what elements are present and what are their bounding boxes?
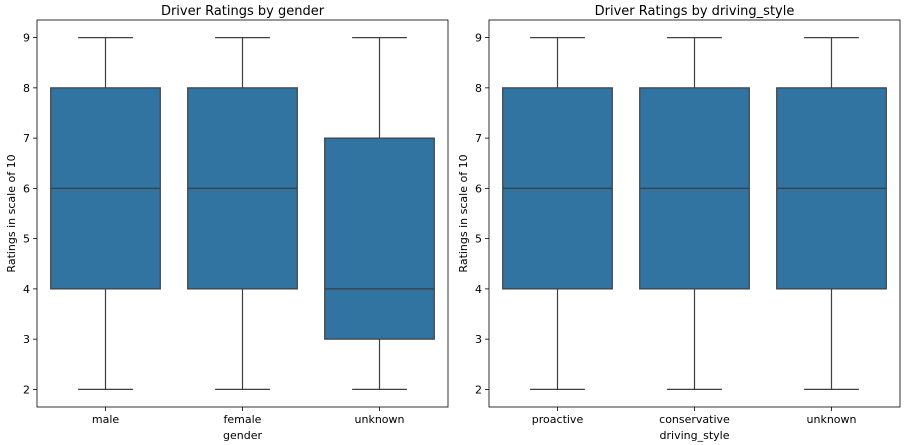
y-tick-label: 7 [475, 132, 482, 145]
x-tick-label: male [92, 413, 120, 426]
chart-panel-driving-style: Driver Ratings by driving_style 2 3 4 5 6 7 8 9 p… [457, 4, 901, 442]
y-tick-label: 7 [23, 132, 30, 145]
x-tick-label: unknown [355, 413, 405, 426]
y-tick-label: 5 [475, 233, 482, 246]
y-tick-label: 3 [475, 333, 482, 346]
iqr-box [324, 137, 435, 340]
box-conservative [639, 36, 750, 391]
x-tick-label: proactive [532, 413, 584, 426]
box-proactive [502, 36, 613, 391]
x-tick-label: unknown [807, 413, 857, 426]
y-axis-label: Ratings in scale of 10 [5, 154, 18, 272]
y-tick-label: 2 [23, 383, 30, 396]
plot-frame [488, 19, 901, 408]
chart-panel-gender: Driver Ratings by gender 2 3 4 5 6 7 8 9 male fema… [5, 4, 449, 442]
y-tick-label: 8 [475, 82, 482, 95]
y-tick-label: 4 [475, 283, 482, 296]
y-tick-label: 6 [23, 182, 30, 195]
x-axis-label: gender [223, 429, 262, 442]
y-tick-label: 5 [23, 233, 30, 246]
x-tick-label: female [224, 413, 262, 426]
y-tick-label: 3 [23, 333, 30, 346]
y-tick-label: 4 [23, 283, 30, 296]
chart-title: Driver Ratings by gender [161, 4, 325, 19]
box-unknown [776, 36, 887, 391]
y-tick-label: 2 [475, 383, 482, 396]
y-axis-label: Ratings in scale of 10 [457, 154, 470, 272]
chart-title: Driver Ratings by driving_style [595, 4, 795, 19]
y-tick-label: 9 [475, 32, 482, 45]
box-unknown [324, 36, 435, 391]
box-male [50, 36, 161, 391]
y-tick-label: 9 [23, 32, 30, 45]
plot-frame [36, 19, 449, 408]
box-female [187, 36, 298, 391]
x-axis-label: driving_style [660, 429, 730, 442]
x-tick-label: conservative [659, 413, 730, 426]
y-tick-label: 8 [23, 82, 30, 95]
y-tick-label: 6 [475, 182, 482, 195]
